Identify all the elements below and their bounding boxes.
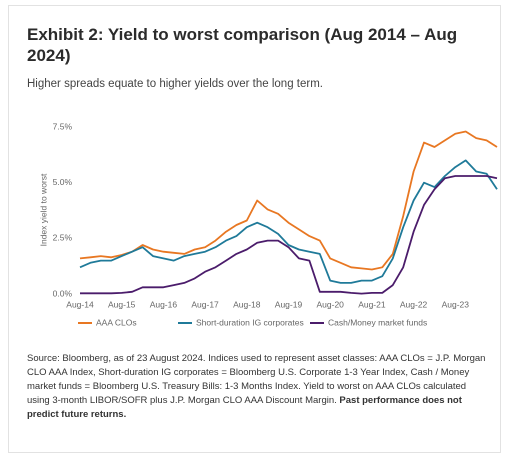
footnote-text: Source: Bloomberg, as of 23 August 2024.…	[27, 353, 486, 406]
y-tick-label: 0.0%	[53, 288, 73, 298]
legend-label: Short-duration IG corporates	[196, 317, 304, 327]
legend-label: AAA CLOs	[96, 317, 137, 327]
x-tick-label: Aug-18	[233, 299, 261, 309]
x-tick-label: Aug-17	[191, 299, 219, 309]
x-tick-label: Aug-21	[358, 299, 386, 309]
x-tick-label: Aug-15	[108, 299, 136, 309]
y-axis-label: Index yield to worst	[38, 173, 48, 246]
legend-label: Cash/Money market funds	[328, 317, 427, 327]
series-line	[79, 130, 498, 271]
card: Exhibit 2: Yield to worst comparison (Au…	[8, 5, 501, 453]
series-line	[80, 175, 498, 295]
footnote: Source: Bloomberg, as of 23 August 2024.…	[27, 352, 489, 422]
y-tick-label: 7.5%	[53, 121, 73, 131]
y-tick-label: 5.0%	[53, 177, 73, 187]
x-tick-label: Aug-20	[316, 299, 344, 309]
x-tick-label: Aug-14	[66, 299, 94, 309]
footnote-bold: Past performance does not predict future…	[27, 395, 462, 420]
x-tick-label: Aug-23	[442, 299, 470, 309]
x-tick-label: Aug-22	[400, 299, 428, 309]
series-line	[79, 159, 498, 284]
chart-subtitle: Higher spreads equate to higher yields o…	[27, 78, 323, 90]
chart-title: Exhibit 2: Yield to worst comparison (Au…	[27, 25, 458, 65]
x-tick-label: Aug-19	[275, 299, 303, 309]
y-tick-label: 2.5%	[53, 233, 73, 243]
x-tick-label: Aug-16	[150, 299, 178, 309]
